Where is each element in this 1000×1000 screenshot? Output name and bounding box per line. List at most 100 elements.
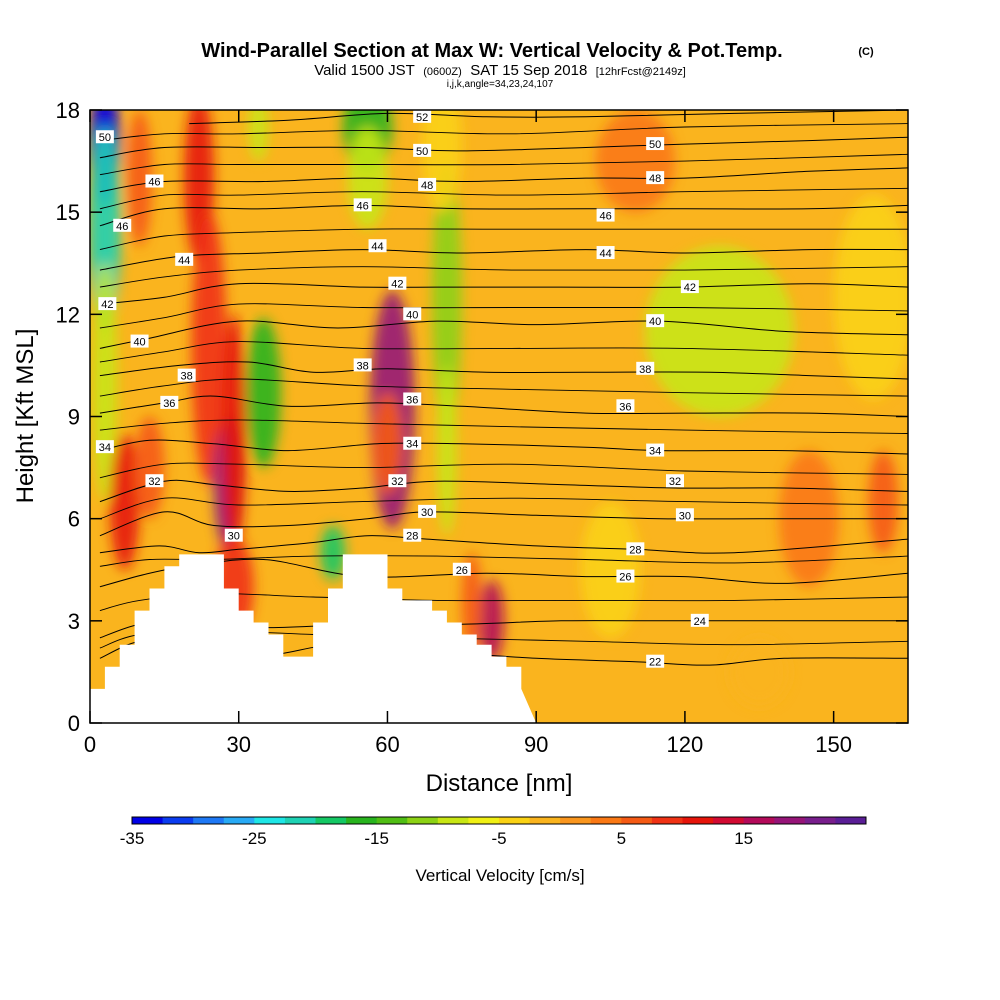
colorbar-swatch-7 — [346, 817, 378, 824]
contour-label-37: 26 — [616, 569, 635, 584]
isotherm-line-minor-9 — [99, 266, 908, 288]
contour-label-36: 28 — [626, 542, 645, 556]
contour-label-1: 46 — [145, 174, 164, 189]
svg-text:24: 24 — [694, 616, 706, 628]
isotherm-line-minor-4 — [99, 462, 908, 479]
x-tick-label-90: 90 — [524, 732, 548, 757]
colorbar: -35 -25 -15 -5 5 15 — [120, 816, 867, 848]
chart-title: Wind-Parallel Section at Max W: Vertical… — [201, 40, 782, 62]
svg-text:34: 34 — [99, 442, 111, 454]
vv-cell-23 — [645, 246, 794, 417]
colorbar-label: Vertical Velocity [cm/s] — [415, 866, 584, 885]
colorbar-swatch-0 — [132, 817, 164, 824]
isotherm-line-52 — [189, 110, 908, 125]
isotherm-line-minor-7 — [99, 341, 908, 363]
svg-text:52: 52 — [416, 112, 428, 124]
vv-cell-25 — [833, 195, 908, 400]
contour-label-6: 38 — [177, 368, 196, 383]
colorbar-swatch-20 — [743, 817, 775, 824]
svg-text:30: 30 — [421, 507, 433, 519]
svg-text:28: 28 — [406, 531, 418, 543]
svg-text:34: 34 — [649, 446, 661, 458]
contour-label-32: 36 — [616, 399, 635, 413]
y-tick-label-6: 6 — [68, 507, 80, 532]
contour-label-7: 36 — [160, 395, 179, 410]
contour-label-27: 46 — [596, 208, 615, 223]
contour-label-23: 28 — [403, 528, 422, 543]
contour-label-14: 46 — [353, 198, 372, 212]
contour-label-3: 44 — [175, 252, 194, 267]
isotherm-line-34 — [99, 439, 908, 455]
contour-label-13: 48 — [418, 177, 437, 192]
svg-text:42: 42 — [391, 279, 403, 291]
isotherm-line-50 — [99, 136, 908, 159]
colorbar-tick--15: -15 — [364, 829, 389, 848]
x-tick-label-60: 60 — [375, 732, 399, 757]
x-tick-label-0: 0 — [84, 732, 96, 757]
colorbar-swatch-12 — [499, 817, 531, 824]
y-tick-label-18: 18 — [56, 98, 80, 123]
vv-cell-24 — [595, 110, 675, 213]
y-tick-label-3: 3 — [68, 609, 80, 634]
colorbar-swatch-23 — [835, 817, 867, 824]
svg-text:32: 32 — [391, 476, 403, 488]
contour-label-29: 42 — [680, 280, 699, 294]
svg-text:42: 42 — [684, 282, 696, 294]
colorbar-swatch-2 — [193, 817, 225, 824]
colorbar-tick-5: 5 — [617, 829, 626, 848]
svg-text:50: 50 — [649, 139, 661, 151]
contour-label-18: 38 — [353, 358, 372, 372]
svg-text:46: 46 — [357, 200, 369, 212]
isotherm-line-minor-6 — [99, 378, 908, 397]
colorbar-tick--25: -25 — [242, 829, 267, 848]
isotherm-line-48 — [99, 167, 908, 193]
vv-cell-1 — [90, 127, 121, 332]
y-tick-label-12: 12 — [56, 302, 80, 327]
contour-label-5: 40 — [130, 334, 149, 349]
svg-text:34: 34 — [406, 439, 418, 451]
vv-cell-7 — [191, 212, 227, 485]
svg-text:42: 42 — [101, 299, 113, 311]
isotherm-line-32 — [99, 479, 908, 503]
x-tick-label-150: 150 — [815, 732, 852, 757]
isotherm-line-42 — [99, 282, 908, 305]
colorbar-swatch-15 — [590, 817, 622, 824]
colorbar-swatch-4 — [254, 817, 286, 824]
svg-text:30: 30 — [679, 510, 691, 522]
y-axis-label: Height [Kft MSL] — [12, 329, 39, 504]
colorbar-swatch-19 — [713, 817, 745, 824]
svg-text:50: 50 — [416, 146, 428, 158]
copyright-mark: (C) — [858, 46, 874, 58]
vv-cell-28 — [580, 501, 641, 638]
svg-text:38: 38 — [639, 364, 651, 376]
contour-label-2: 46 — [113, 218, 132, 233]
isotherm-line-minor-10 — [99, 228, 908, 251]
colorbar-tick-15: 15 — [734, 829, 753, 848]
colorbar-swatch-6 — [315, 817, 347, 824]
vv-cell-11 — [246, 317, 281, 468]
vv-cell-22 — [461, 552, 482, 655]
colorbar-swatch-21 — [774, 817, 806, 824]
terrain-mask — [90, 554, 537, 723]
contour-label-24: 26 — [452, 562, 471, 577]
plot-area: 50 46 46 44 42 40 38 36 34 32 30 52 50 48 46 44 42 40 38 36… — [90, 110, 908, 723]
colorbar-swatch-3 — [223, 817, 255, 824]
colorbar-swatch-5 — [284, 817, 316, 824]
isotherm-line-28 — [99, 535, 908, 554]
contour-label-17: 40 — [403, 307, 422, 321]
colorbar-swatch-14 — [560, 817, 592, 824]
colorbar-swatch-1 — [162, 817, 194, 824]
svg-text:36: 36 — [406, 394, 418, 406]
svg-text:22: 22 — [649, 657, 661, 669]
contour-label-26: 48 — [646, 171, 665, 185]
isotherm-line-minor-12 — [99, 153, 908, 176]
isotherm-line-minor-11 — [99, 187, 908, 210]
svg-text:32: 32 — [669, 476, 681, 488]
svg-text:28: 28 — [629, 544, 641, 556]
isotherm-line-36 — [99, 395, 908, 417]
svg-text:36: 36 — [163, 398, 175, 410]
contour-label-31: 38 — [636, 361, 655, 376]
svg-text:44: 44 — [599, 248, 611, 260]
contour-label-33: 34 — [646, 443, 665, 458]
